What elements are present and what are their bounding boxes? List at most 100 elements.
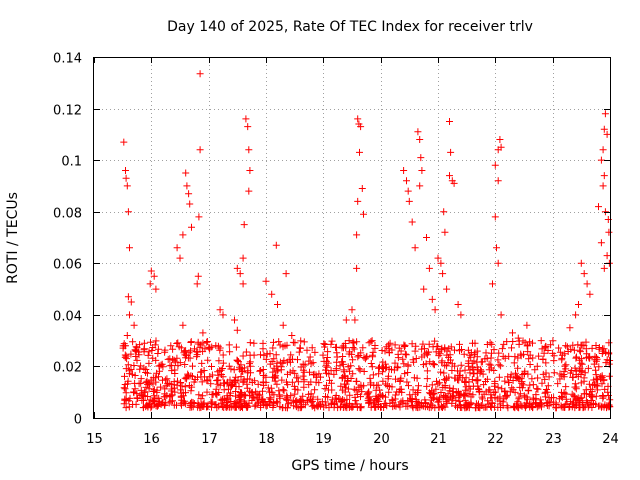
data-point xyxy=(414,128,422,136)
data-point xyxy=(168,391,176,399)
data-point xyxy=(448,367,456,374)
y-tick-label: 0.04 xyxy=(53,310,82,325)
data-point xyxy=(393,364,401,372)
data-point xyxy=(491,382,498,390)
data-point xyxy=(207,380,215,388)
data-point xyxy=(413,374,421,382)
data-point xyxy=(570,400,578,408)
data-point xyxy=(271,377,279,385)
data-point xyxy=(401,370,409,378)
data-point xyxy=(176,359,184,367)
data-point xyxy=(591,381,599,389)
data-point xyxy=(430,361,438,369)
data-point xyxy=(445,345,453,353)
data-point xyxy=(311,386,319,394)
data-point xyxy=(257,351,264,359)
data-point xyxy=(283,358,291,366)
data-point xyxy=(216,344,224,352)
data-point xyxy=(262,402,270,410)
data-point xyxy=(467,349,475,357)
data-point xyxy=(446,118,453,125)
data-point xyxy=(352,386,360,394)
data-point xyxy=(569,373,577,381)
data-point xyxy=(289,355,296,363)
data-point xyxy=(349,356,357,364)
data-point xyxy=(379,364,387,372)
y-tick-label: 0.08 xyxy=(53,207,82,222)
data-point xyxy=(583,350,591,358)
data-point xyxy=(323,381,330,389)
data-point xyxy=(469,391,477,399)
data-point xyxy=(121,396,129,404)
data-point xyxy=(124,380,131,388)
data-point xyxy=(397,347,405,355)
data-point xyxy=(219,311,227,319)
y-tick-label: 0.12 xyxy=(53,104,82,119)
data-point xyxy=(456,340,463,348)
data-point xyxy=(358,185,366,192)
data-point xyxy=(130,362,138,369)
data-point xyxy=(350,345,358,353)
data-point xyxy=(440,208,448,216)
data-point xyxy=(323,369,330,377)
data-point xyxy=(388,346,396,354)
data-point xyxy=(247,369,254,377)
data-point xyxy=(187,338,195,346)
data-point xyxy=(364,388,372,396)
data-point xyxy=(400,341,408,349)
data-point xyxy=(157,383,165,391)
data-point xyxy=(522,399,530,407)
data-point xyxy=(188,383,196,391)
data-point xyxy=(482,349,490,357)
data-point xyxy=(145,385,153,393)
data-point xyxy=(314,395,322,403)
data-point xyxy=(348,350,356,358)
data-point xyxy=(324,348,332,356)
data-point xyxy=(354,353,362,361)
data-point xyxy=(150,397,157,405)
data-point xyxy=(236,392,244,400)
data-point xyxy=(487,354,495,362)
data-point xyxy=(219,351,227,359)
data-point xyxy=(242,115,250,123)
data-point xyxy=(319,351,327,359)
data-point xyxy=(389,399,397,407)
data-point xyxy=(601,110,609,118)
data-point xyxy=(600,264,608,272)
data-point xyxy=(585,401,593,409)
data-point xyxy=(248,379,256,386)
data-point xyxy=(443,285,451,293)
data-point xyxy=(320,340,328,348)
data-point xyxy=(485,386,493,394)
data-point xyxy=(561,350,569,358)
data-point xyxy=(599,182,607,190)
x-tick-label: 16 xyxy=(143,432,160,447)
data-point xyxy=(213,404,221,412)
data-point xyxy=(603,130,611,138)
data-point xyxy=(394,363,402,371)
data-point xyxy=(125,403,133,411)
data-point xyxy=(187,387,195,395)
x-axis-label: GPS time / hours xyxy=(291,458,408,474)
data-point xyxy=(416,182,424,190)
data-point xyxy=(273,397,281,405)
data-point xyxy=(502,392,510,400)
data-point xyxy=(503,338,511,346)
data-point xyxy=(147,338,154,346)
data-point xyxy=(417,154,425,162)
data-point xyxy=(537,337,545,345)
data-point xyxy=(322,393,329,400)
data-point xyxy=(310,402,318,409)
data-point xyxy=(344,377,351,385)
data-point xyxy=(238,403,245,410)
data-point xyxy=(293,374,301,382)
data-point xyxy=(161,393,169,401)
data-point xyxy=(459,374,467,382)
data-point xyxy=(516,390,524,398)
data-point xyxy=(511,388,519,396)
data-point xyxy=(178,382,186,390)
data-point xyxy=(599,392,607,399)
data-point xyxy=(186,200,194,208)
data-point xyxy=(196,70,204,78)
